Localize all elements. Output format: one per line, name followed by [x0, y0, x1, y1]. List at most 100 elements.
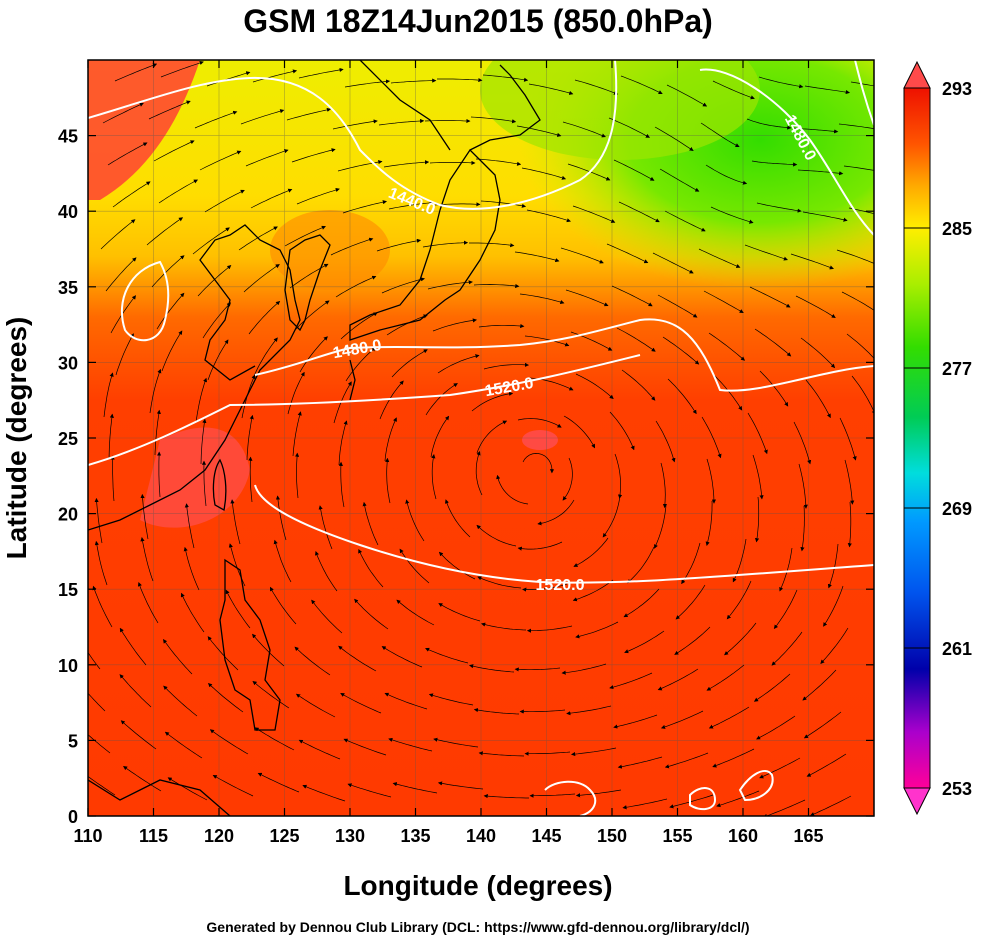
streamline	[207, 683, 244, 713]
streamline	[428, 693, 474, 706]
streamline	[388, 200, 434, 210]
streamline	[843, 165, 874, 171]
contour-1520-north	[88, 354, 641, 466]
streamline	[575, 621, 619, 639]
streamline	[627, 546, 655, 584]
streamline	[294, 300, 330, 331]
streamline	[754, 328, 792, 357]
streamline	[445, 499, 471, 538]
streamline	[483, 362, 530, 370]
streamline	[754, 496, 760, 543]
streamline	[200, 418, 207, 465]
streamline	[425, 383, 458, 416]
streamline	[148, 100, 191, 120]
x-axis: 110 115 120 125 130 135 140 145 150 155 160 165	[73, 60, 824, 846]
streamline	[571, 747, 617, 757]
streamline	[701, 416, 722, 459]
coastlines	[88, 60, 541, 816]
streamline	[120, 720, 157, 750]
contour-1520-south	[254, 484, 874, 584]
streamline	[376, 238, 422, 252]
streamline	[570, 331, 613, 351]
contour-closed-west	[120, 260, 170, 342]
streamline	[662, 336, 700, 365]
streamline	[212, 774, 254, 797]
streamline	[575, 789, 622, 798]
streamline	[206, 71, 251, 87]
streamline	[667, 378, 697, 415]
streamline	[311, 599, 343, 634]
streamline	[115, 333, 134, 376]
streamline	[850, 81, 874, 87]
streamline	[563, 415, 596, 449]
warm-patch	[88, 60, 200, 200]
y-tick-label: 0	[68, 807, 78, 827]
streamline	[790, 253, 834, 270]
streamline	[698, 248, 741, 268]
streamline	[275, 495, 287, 541]
colorbar: 293 285 277 269 261 253	[903, 60, 972, 816]
warm-patch	[522, 430, 558, 450]
streamline	[609, 672, 653, 690]
streamline	[606, 243, 649, 264]
x-tick-label: 150	[597, 826, 627, 846]
streamline	[429, 160, 476, 165]
streamline	[207, 636, 239, 671]
colorbar-label: 285	[942, 219, 972, 239]
streamline	[749, 286, 791, 308]
streamline	[100, 219, 136, 250]
x-tick-label: 155	[662, 826, 692, 846]
contour-1480	[254, 318, 874, 392]
streamline	[620, 75, 663, 95]
streamline	[298, 739, 341, 760]
streamline	[480, 200, 527, 208]
streamline	[381, 646, 423, 668]
streamline	[657, 294, 698, 318]
streamline	[572, 579, 614, 602]
streamline	[744, 244, 788, 261]
streamline	[574, 79, 619, 95]
streamline	[204, 189, 245, 213]
x-tick-label: 115	[139, 826, 168, 846]
streamline	[347, 783, 392, 798]
x-tick-label: 165	[793, 826, 823, 846]
streamline	[805, 379, 831, 419]
philippines-coast	[219, 558, 281, 731]
streamline	[514, 251, 560, 263]
streamline	[572, 205, 616, 223]
streamline	[475, 158, 522, 166]
streamline	[529, 793, 576, 798]
streamline	[438, 551, 476, 580]
streamline	[119, 627, 147, 666]
streamline	[802, 669, 837, 701]
streamline	[660, 462, 668, 509]
streamline	[245, 149, 289, 167]
streamline	[102, 102, 144, 124]
streamline	[519, 709, 566, 714]
streamline	[482, 74, 529, 82]
streamline	[427, 280, 473, 290]
streamline	[846, 333, 874, 359]
streamline	[164, 731, 203, 759]
streamline	[726, 580, 752, 620]
streamline	[199, 150, 242, 171]
streamline	[156, 451, 162, 498]
streamline	[611, 285, 653, 307]
streamline	[163, 685, 198, 717]
y-tick-label: 10	[58, 656, 78, 676]
map-title: GSM 18Z14Jun2015 (850.0hPa)	[243, 3, 713, 39]
streamline	[437, 781, 484, 790]
streamline	[378, 118, 425, 126]
streamline	[273, 539, 292, 583]
footer-credit: Generated by Dennou Club Library (DCL: h…	[206, 919, 749, 935]
streamline	[664, 210, 706, 232]
streamline	[107, 142, 148, 166]
streamline	[167, 777, 208, 801]
streamline	[621, 369, 656, 401]
streamline	[759, 757, 801, 779]
streamline	[140, 537, 154, 582]
streamline	[618, 201, 660, 223]
island-chain	[349, 359, 356, 401]
streamline	[522, 453, 555, 474]
streamline	[797, 169, 844, 176]
